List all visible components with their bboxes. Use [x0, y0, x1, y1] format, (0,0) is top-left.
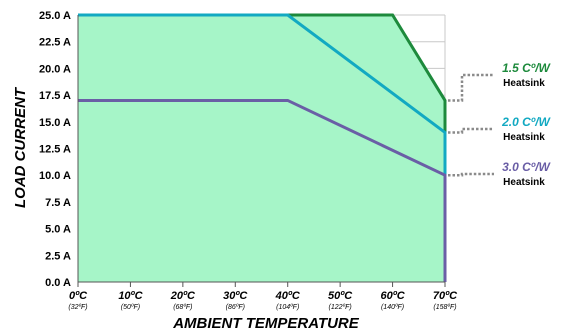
- x-tick-sublabel: (86ºF): [226, 304, 245, 311]
- x-tick-label: 20ºC: [170, 290, 196, 302]
- x-tick-sublabel: (32ºF): [68, 304, 87, 311]
- x-tick-labels: 0ºC (32ºF) 10ºC (50ºF) 20ºC (68ºF) 30ºC (86ºF) 4…: [68, 290, 458, 311]
- y-tick-label: 7.5 A: [45, 197, 71, 209]
- x-tick-sublabel: (50ºF): [121, 304, 140, 311]
- y-tick-label: 2.5 A: [45, 250, 71, 262]
- x-tick-sublabel: (104ºF): [276, 304, 299, 311]
- y-tick-label: 25.0 A: [39, 10, 71, 22]
- x-tick-label: 30ºC: [223, 290, 248, 302]
- legend-sublabel-2: Heatsink: [503, 132, 545, 143]
- y-tick-label: 15.0 A: [39, 117, 71, 129]
- legend-sublabel-3: Heatsink: [503, 177, 545, 188]
- x-tick-sublabel: (122ºF): [329, 304, 352, 311]
- x-tick-sublabel: (140ºF): [381, 304, 404, 311]
- legend-sublabel-1: Heatsink: [503, 78, 545, 89]
- x-tick-label: 50ºC: [328, 290, 353, 302]
- y-tick-labels: 0.0 A 2.5 A 5.0 A 7.5 A 10.0 A 12.5 A 15.0 A 17…: [39, 10, 71, 289]
- legend: 1.5 Cº/W Heatsink 2.0 Cº/W Heatsink 3.0 Cº/W…: [448, 61, 552, 188]
- y-tick-label: 10.0 A: [39, 170, 71, 182]
- axes: [77, 15, 446, 287]
- legend-leader-3: [448, 172, 494, 177]
- x-tick-label: 40ºC: [275, 290, 301, 302]
- legend-label-1: 1.5 Cº/W: [502, 61, 551, 75]
- y-tick-label: 22.5 A: [39, 37, 71, 49]
- legend-label-2: 2.0 Cº/W: [501, 115, 551, 129]
- y-tick-label: 12.5 A: [39, 144, 71, 156]
- x-tick-label: 70ºC: [433, 290, 458, 302]
- y-tick-label: 20.0 A: [39, 63, 71, 75]
- safe-operating-area: [78, 15, 445, 282]
- series-lines: [78, 13, 447, 282]
- x-tick-label: 10ºC: [118, 290, 143, 302]
- x-tick-sublabel: (68ºF): [173, 304, 192, 311]
- y-axis-title: LOAD CURRENT: [12, 86, 29, 208]
- x-tick-sublabel: (158ºF): [433, 304, 456, 311]
- y-tick-label: 5.0 A: [45, 224, 71, 236]
- series-line-3: [78, 98, 447, 282]
- legend-leader-2: [448, 127, 494, 134]
- legend-leader-1: [448, 73, 494, 102]
- x-tick-label: 0ºC: [69, 290, 88, 302]
- y-tick-label: 17.5 A: [39, 90, 71, 102]
- x-tick-label: 60ºC: [380, 290, 405, 302]
- x-axis-title: AMBIENT TEMPERATURE: [172, 315, 360, 332]
- legend-label-3: 3.0 Cº/W: [502, 160, 551, 174]
- y-tick-label: 0.0 A: [45, 277, 71, 289]
